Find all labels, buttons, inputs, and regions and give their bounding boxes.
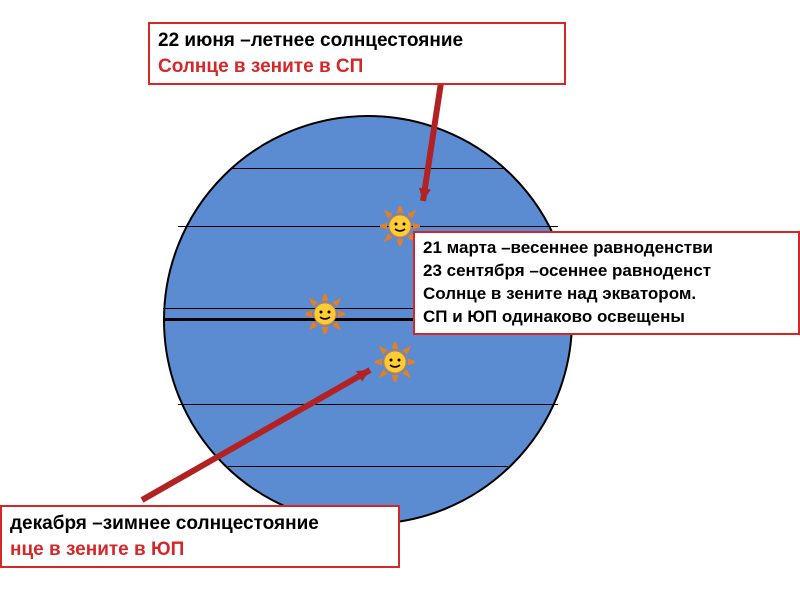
summer-subtitle: Солнце в зените в СП — [158, 54, 556, 80]
equinox-label: 21 марта –весеннее равноденстви 23 сентя… — [413, 231, 800, 335]
winter-title: декабря –зимнее солнцестояние — [10, 511, 390, 537]
equinox-line1: 21 марта –весеннее равноденстви — [423, 237, 790, 260]
sun-winter-solstice — [375, 342, 415, 382]
winter-subtitle: нце в зените в ЮП — [10, 537, 390, 563]
latitude-line — [230, 168, 506, 169]
summer-solstice-label: 22 июня –летнее солнцестояние Солнце в з… — [148, 22, 566, 85]
latitude-line — [228, 466, 508, 467]
summer-title: 22 июня –летнее солнцестояние — [158, 28, 556, 54]
winter-solstice-label: декабря –зимнее солнцестояние нце в зени… — [0, 505, 400, 568]
latitude-line — [178, 226, 558, 227]
equinox-line4: СП и ЮП одинаково освещены — [423, 306, 790, 329]
equinox-line2: 23 сентября –осеннее равноденст — [423, 260, 790, 283]
latitude-line — [178, 404, 558, 405]
equinox-line3: Солнце в зените над экватором. — [423, 283, 790, 306]
sun-equinox — [305, 294, 345, 334]
